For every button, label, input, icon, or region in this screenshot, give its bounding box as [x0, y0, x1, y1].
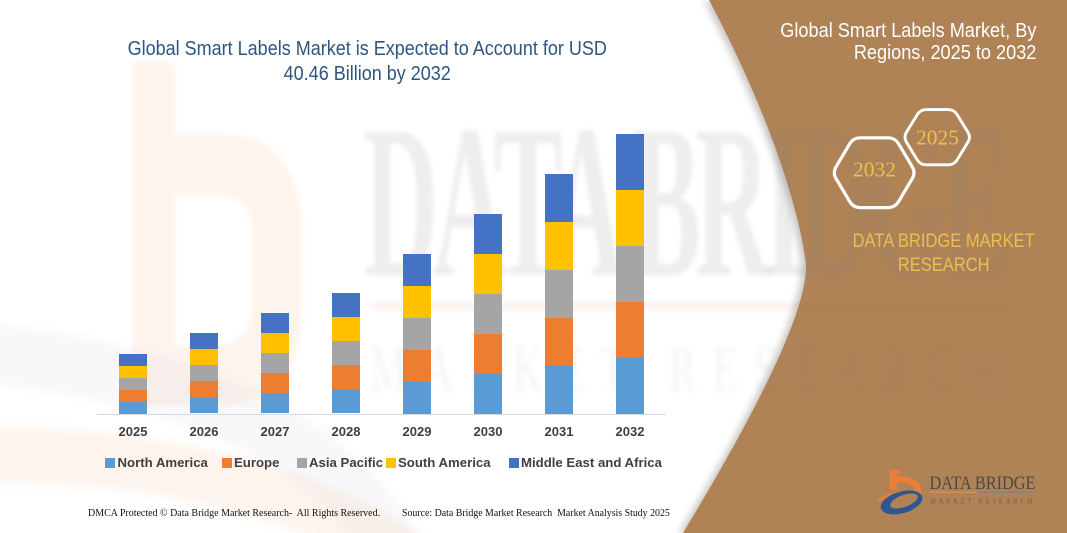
- svg-text:2032: 2032: [853, 158, 896, 182]
- svg-text:2025: 2025: [916, 126, 959, 150]
- svg-text:DATA BRIDGE: DATA BRIDGE: [930, 473, 1036, 494]
- svg-text:MARKET RESEARCH: MARKET RESEARCH: [930, 497, 1035, 506]
